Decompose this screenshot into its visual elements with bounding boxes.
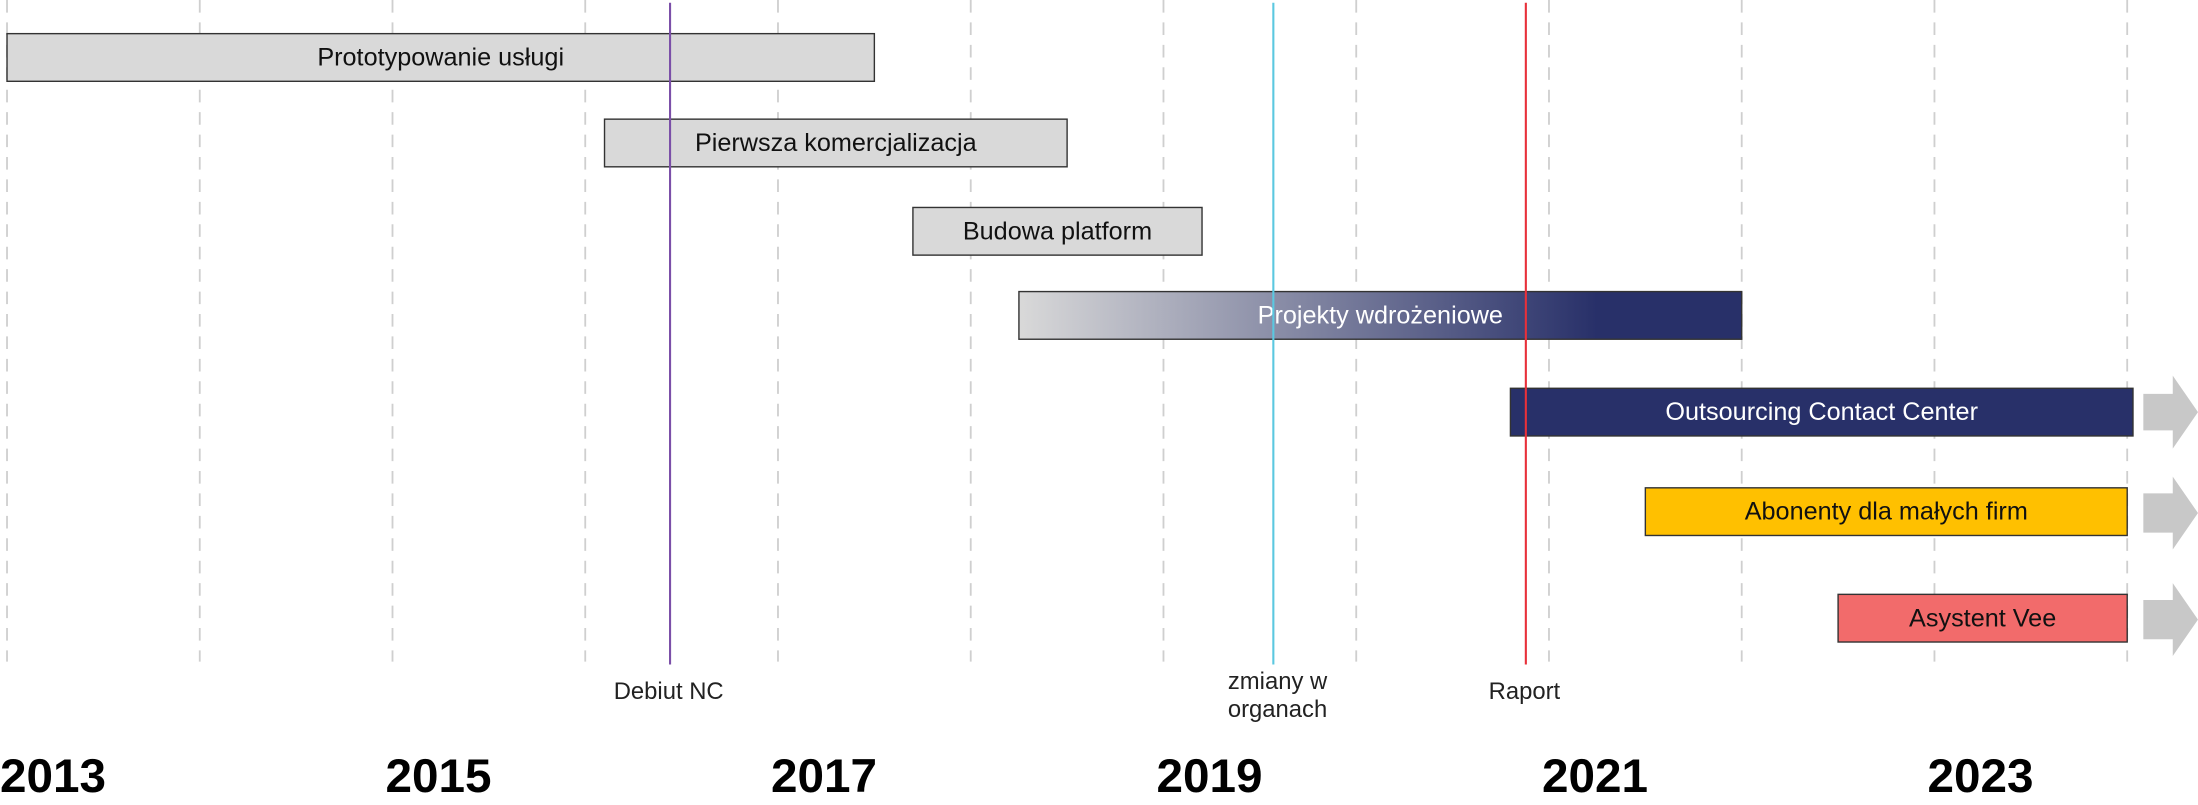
task-bar (912, 206, 1203, 256)
year-label: 2017 (771, 750, 877, 803)
arrow (2143, 375, 2198, 449)
task-label: Abonenty dla małych firm (1745, 498, 2028, 526)
task-label: Budowa platform (963, 217, 1152, 245)
year-label: 2019 (1156, 750, 1262, 803)
task-bar (603, 118, 1068, 168)
marker-label: zmiany w (1228, 668, 1328, 695)
task-label: Asystent Vee (1909, 604, 2056, 632)
task-bar (1837, 593, 2128, 643)
year-label: 2015 (385, 750, 491, 803)
year-label: 2021 (1542, 750, 1648, 803)
task-label: Pierwsza komercjalizacja (695, 129, 978, 157)
task-bar (1644, 487, 2128, 537)
task-label: Prototypowanie usługi (317, 44, 564, 72)
marker-label: Debiut NC (614, 678, 724, 705)
marker-label: Raport (1489, 678, 1561, 705)
year-label: 2013 (0, 750, 106, 803)
arrow (2143, 583, 2198, 657)
continuation-arrows (2143, 375, 2198, 657)
task-bar (1509, 387, 2134, 437)
task-bar (1018, 290, 1743, 340)
task-label: Projekty wdrożeniowe (1258, 301, 1503, 329)
task-bar (6, 32, 876, 83)
task-label: Outsourcing Contact Center (1665, 398, 1978, 426)
year-label: 2023 (1927, 750, 2033, 803)
arrow (2143, 476, 2198, 550)
marker-label: organach (1228, 696, 1327, 723)
